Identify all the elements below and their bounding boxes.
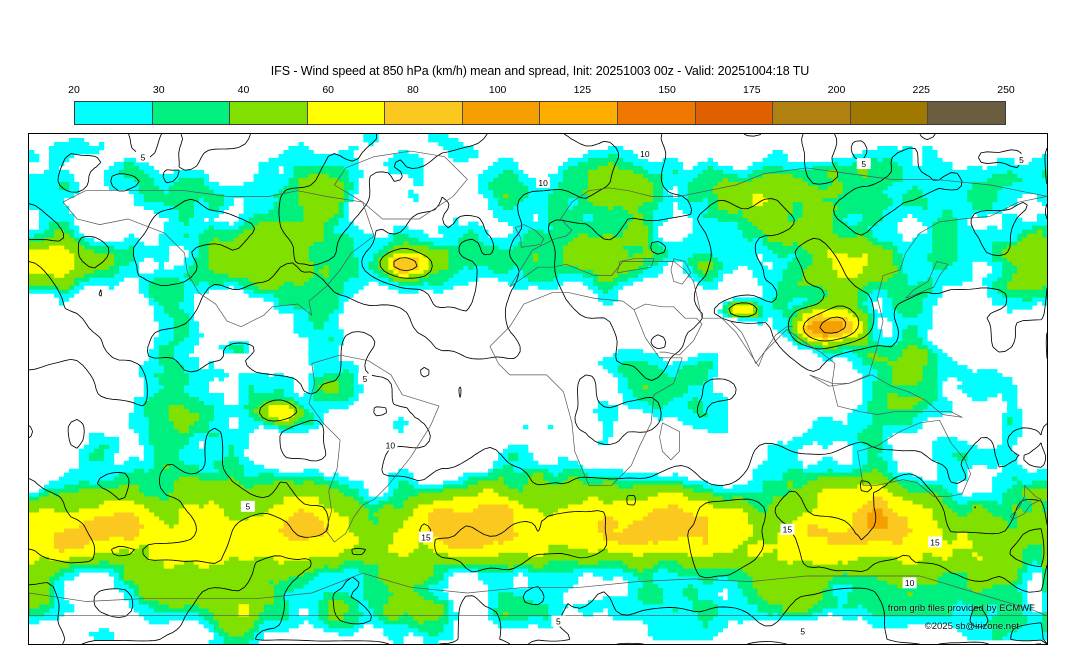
colorbar-tick-40: 40 [237,84,250,96]
colorbar-band-9 [773,102,851,124]
colorbar-band-5 [462,102,541,124]
colorbar-band-8 [695,102,774,124]
colorbar-band-4 [385,102,463,124]
colorbar-band-2 [230,102,308,124]
svg-text:15: 15 [783,525,793,535]
map-panel: 5 10 10 5 5 10 15 15 5 15 10 5 5 5 from grib files pr… [28,133,1048,645]
colorbar-band-0 [75,102,153,124]
colorbar-tick-225: 225 [912,84,931,96]
attribution-source: from grib files provided by ECMWF [887,603,1035,614]
svg-text:15: 15 [930,537,940,547]
colorbar-band-3 [307,102,386,124]
svg-text:10: 10 [386,440,396,450]
colorbar-bands [74,101,1006,125]
windspeed-map: 5 10 10 5 5 10 15 15 5 15 10 5 5 5 [29,134,1047,644]
colorbar-tick-200: 200 [827,84,846,96]
colorbar-tick-80: 80 [407,84,419,96]
colorbar-tick-60: 60 [322,84,335,96]
colorbar-band-7 [618,102,696,124]
svg-text:10: 10 [905,578,915,588]
svg-text:5: 5 [141,152,146,162]
colorbar-band-11 [928,102,1005,124]
colorbar-tick-100: 100 [488,84,507,96]
colorbar-tick-175: 175 [743,84,761,96]
chart-title: IFS - Wind speed at 850 hPa (km/h) mean … [270,64,810,78]
colorbar-tick-20: 20 [68,84,80,96]
colorbar-tick-30: 30 [152,84,165,96]
colorbar-band-10 [850,102,929,124]
colorbar-tick-125: 125 [573,84,592,96]
svg-text:5: 5 [861,159,866,169]
colorbar-tick-150: 150 [658,84,676,96]
colorbar-band-6 [540,102,619,124]
coastlines [29,150,1047,617]
colorbar-tick-250: 250 [997,84,1015,96]
svg-text:10: 10 [640,149,650,159]
svg-text:5: 5 [556,616,561,626]
contour-labels: 5 10 10 5 5 10 15 15 5 15 10 5 5 5 [135,147,1029,637]
svg-text:15: 15 [421,532,431,542]
colorbar-band-1 [152,102,231,124]
attribution-copyright: ©2025 sb@irizone.net [924,621,1019,632]
windspeed-filled-contours [29,134,1047,644]
svg-text:10: 10 [538,178,548,188]
svg-text:5: 5 [1019,155,1024,165]
svg-text:5: 5 [800,627,805,637]
colorbar-tick-labels: 20 30 40 60 80 100 125 150 175 200 225 250 [68,84,1015,99]
svg-text:5: 5 [363,374,368,384]
colorbar: 20 30 40 60 80 100 125 150 175 200 225 250 [68,84,1015,126]
svg-text:5: 5 [246,502,251,512]
spread-contour-lines [29,134,1047,644]
